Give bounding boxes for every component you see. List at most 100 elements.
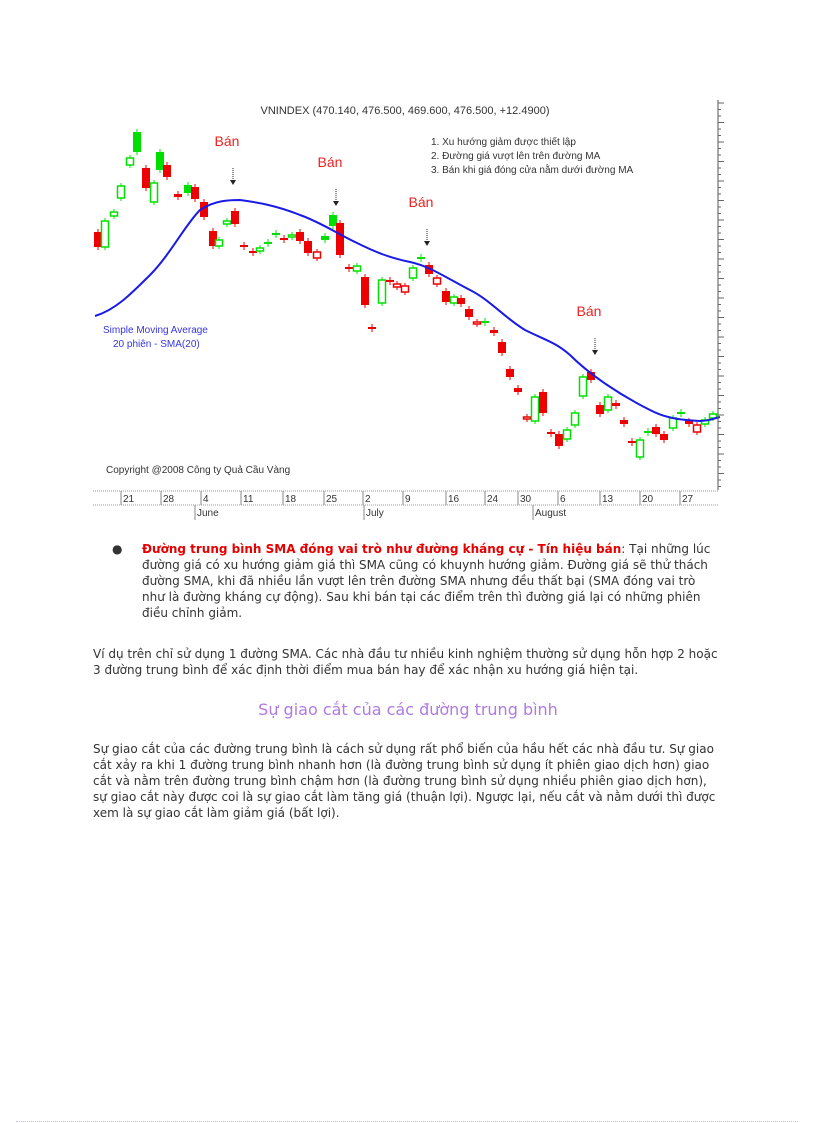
page-footer-rule <box>16 1121 798 1122</box>
candle <box>184 182 192 196</box>
candle <box>660 431 668 443</box>
candle <box>417 254 425 262</box>
chart-copyright: Copyright @2008 Công ty Quả Cầu Vàng <box>106 464 290 476</box>
candle <box>214 237 224 249</box>
candle <box>345 264 353 272</box>
candle <box>603 394 613 413</box>
candle <box>692 422 702 435</box>
candle <box>304 238 312 256</box>
candle <box>264 239 272 247</box>
note-3: 3. Bán khi giá đóng cửa nằm dưới đường M… <box>431 163 634 176</box>
candle <box>570 410 580 428</box>
candle <box>231 208 239 227</box>
month-tick-label: July <box>366 508 384 519</box>
day-tick-label: 16 <box>448 494 460 505</box>
candle <box>481 318 489 326</box>
day-tick-label: 18 <box>285 494 297 505</box>
day-tick-label: 2 <box>365 494 371 505</box>
paragraph-crossover: Sự giao cắt của các đường trung bình là … <box>93 742 716 820</box>
candle <box>530 394 540 424</box>
chart-title: VNINDEX (470.140, 476.500, 469.600, 476.… <box>261 105 550 117</box>
day-tick-label: 25 <box>326 494 338 505</box>
bullet-item-sma-resistance: ● Đường trung bình SMA đóng vai trò như … <box>112 541 718 621</box>
paragraph-example: Ví dụ trên chỉ sử dụng 1 đường SMA. Các … <box>93 647 718 677</box>
candle <box>442 288 450 305</box>
candle <box>555 431 563 449</box>
candle <box>677 409 685 417</box>
candle <box>628 438 636 446</box>
candle <box>280 235 288 243</box>
day-tick-label: 24 <box>487 494 499 505</box>
candle <box>562 427 572 442</box>
candle <box>200 199 208 220</box>
bullet-text: Đường trung bình SMA đóng vai trò như đư… <box>142 541 718 621</box>
sell-label: Bán <box>409 194 434 210</box>
day-tick-label: 28 <box>163 494 175 505</box>
sma-label-line2: 20 phiên - SMA(20) <box>113 339 200 350</box>
day-tick-label: 9 <box>405 494 411 505</box>
candle <box>272 230 280 238</box>
candle <box>432 275 442 287</box>
candle <box>539 389 547 416</box>
candles-group <box>94 129 718 460</box>
candle <box>457 295 465 307</box>
day-tick-label: 21 <box>123 494 135 505</box>
day-tick-label: 27 <box>682 494 694 505</box>
day-tick-label: 30 <box>520 494 532 505</box>
candle <box>361 274 369 308</box>
section-heading: Sự giao cắt của các đường trung bình <box>258 700 558 719</box>
candle <box>329 212 337 229</box>
candle <box>368 324 376 332</box>
candle <box>209 228 217 249</box>
candle <box>386 277 394 285</box>
chart-notes: 1. Xu hướng giảm được thiết lập 2. Đường… <box>431 136 634 176</box>
candle <box>547 429 555 437</box>
bullet-title: Đường trung bình SMA đóng vai trò như đư… <box>142 542 622 556</box>
note-2: 2. Đường giá vượt lên trên đường MA <box>431 151 601 162</box>
candle <box>514 385 522 395</box>
sma-legend: Simple Moving Average 20 phiên - SMA(20) <box>103 325 208 350</box>
candle <box>408 265 418 281</box>
sell-marker: Bán <box>215 133 240 185</box>
candle <box>255 245 265 254</box>
candle <box>465 306 473 320</box>
candle <box>142 165 150 191</box>
candle <box>522 414 532 422</box>
month-ticks: June July August <box>194 505 566 520</box>
bullet-dot-icon: ● <box>112 542 123 556</box>
sell-label: Bán <box>215 133 240 149</box>
candle <box>498 339 506 356</box>
candle <box>163 162 171 180</box>
time-axis: 21 28 4 11 18 25 2 9 16 24 30 6 13 20 27 June July Augus… <box>93 490 718 520</box>
candle <box>472 319 482 327</box>
candle <box>700 417 710 427</box>
candle <box>506 366 514 380</box>
candle <box>174 191 182 200</box>
month-tick-label: August <box>535 508 566 519</box>
vnindex-candlestick-chart: VNINDEX (470.140, 476.500, 469.600, 476.… <box>93 100 724 520</box>
candle <box>392 281 402 290</box>
candle <box>652 424 660 437</box>
candle <box>596 402 604 417</box>
candle <box>116 183 126 201</box>
candle <box>109 209 119 219</box>
month-tick-label: June <box>197 508 219 519</box>
right-axis-ticks <box>718 102 724 487</box>
candle <box>94 229 102 250</box>
candle <box>400 283 410 295</box>
candle <box>578 374 588 399</box>
candle <box>100 218 110 250</box>
sell-markers: Bán Bán Bán Bán <box>215 133 601 355</box>
day-tick-label: 6 <box>560 494 566 505</box>
day-tick-label: 11 <box>243 494 254 505</box>
candle <box>644 428 652 436</box>
candle <box>635 437 645 460</box>
note-1: 1. Xu hướng giảm được thiết lập <box>431 136 576 148</box>
candle <box>620 417 628 427</box>
candle <box>321 233 329 243</box>
candle <box>133 129 141 155</box>
bullet-body: : Tại những lúc đường giá có xu hướng gi… <box>142 542 711 620</box>
candle <box>156 149 164 173</box>
candle <box>240 242 248 250</box>
sell-label: Bán <box>318 154 343 170</box>
